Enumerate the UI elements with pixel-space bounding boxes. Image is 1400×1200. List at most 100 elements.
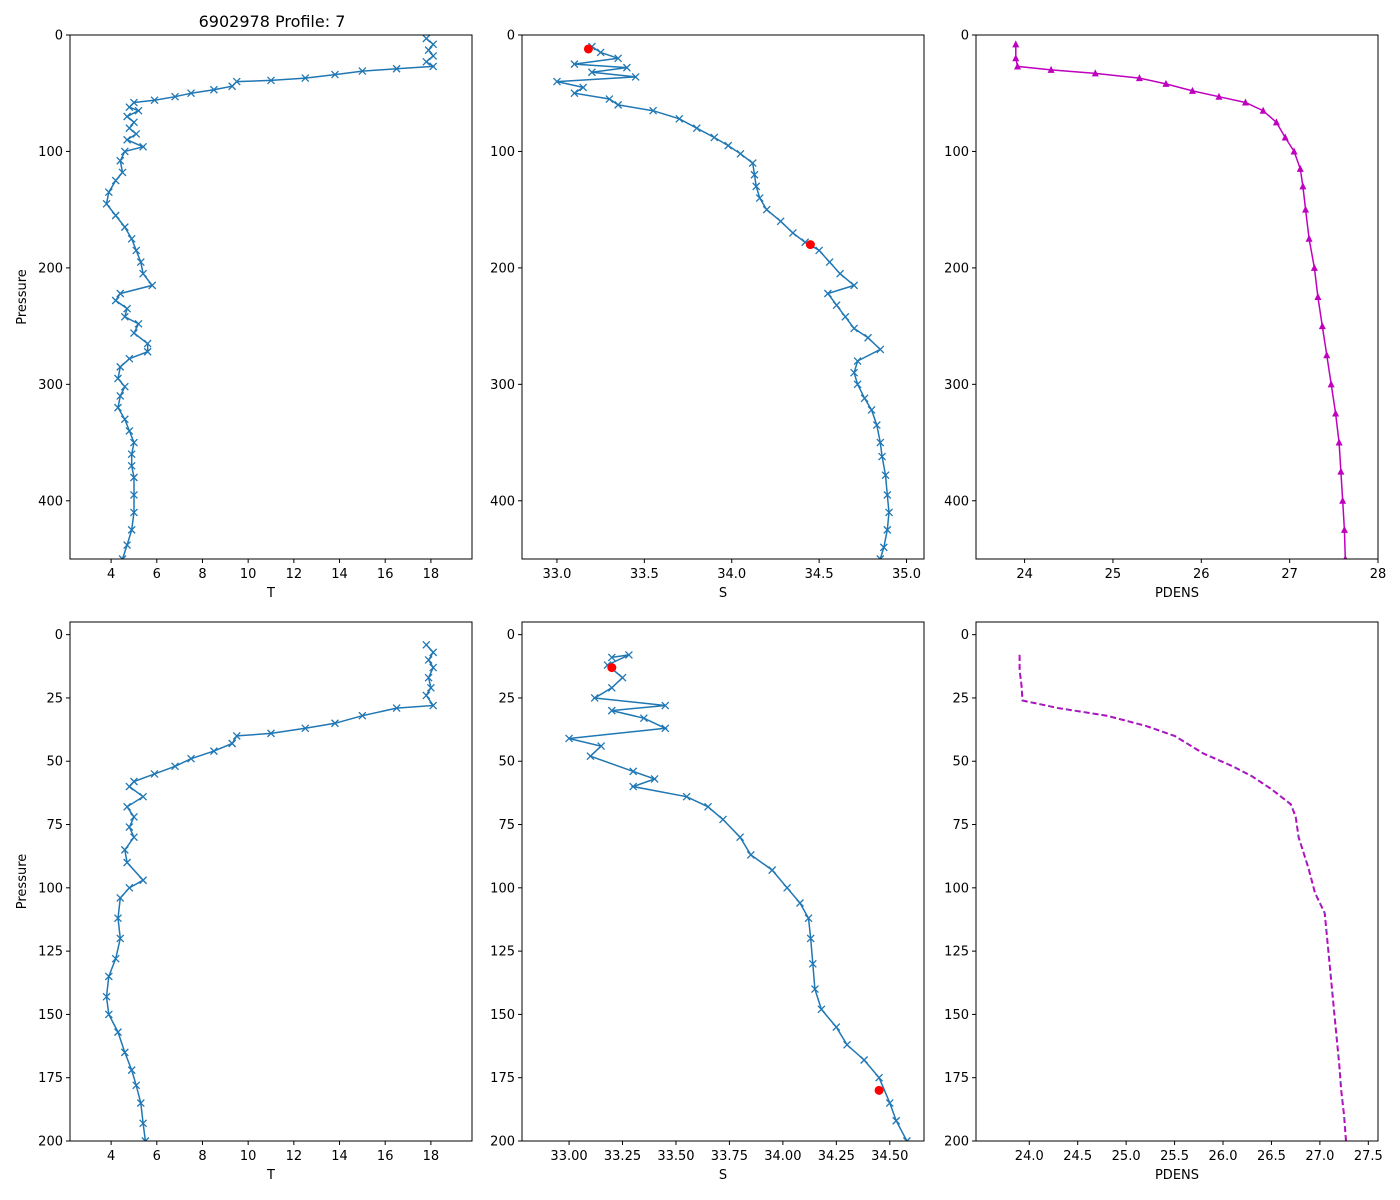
data-point-10 xyxy=(565,734,574,743)
x-tick-label: 25 xyxy=(1105,567,1122,582)
data-point-6 xyxy=(1162,79,1170,87)
data-point-7 xyxy=(358,67,367,76)
x-tick-label: 34.25 xyxy=(818,1149,855,1164)
data-point-14 xyxy=(692,124,701,133)
y-tick-label: 200 xyxy=(38,261,63,276)
data-point-8 xyxy=(639,714,648,723)
x-tick-label: 16 xyxy=(377,567,394,582)
data-point-14 xyxy=(187,89,196,98)
data-point-24 xyxy=(788,228,797,237)
y-axis-label: Pressure xyxy=(15,269,30,325)
subplot-D-top: 24 25 26 27 28 0 100 200 300 400 PDENS xyxy=(944,29,1386,602)
qc-marker-0 xyxy=(607,663,617,673)
series-group xyxy=(1012,40,1348,559)
data-point-41 xyxy=(123,304,132,313)
data-point-0 xyxy=(422,640,431,649)
x-tick-label: 14 xyxy=(331,567,348,582)
data-point-18 xyxy=(719,815,727,824)
data-point-14 xyxy=(650,775,659,783)
x-tick-label: 34.5 xyxy=(805,567,834,582)
y-tick-label: 400 xyxy=(490,494,515,509)
data-point-21 xyxy=(139,792,148,801)
data-point-16 xyxy=(724,141,733,150)
y-tick-label: 50 xyxy=(952,755,969,770)
data-point-3 xyxy=(429,663,438,672)
data-point-21 xyxy=(768,866,777,875)
y-tick-label: 75 xyxy=(46,818,63,833)
data-point-28 xyxy=(118,168,127,177)
data-point-22 xyxy=(125,124,134,133)
data-point-19 xyxy=(134,106,143,115)
data-point-5 xyxy=(590,693,599,702)
x-tick-label: 12 xyxy=(286,567,303,582)
data-point-2 xyxy=(614,54,623,63)
data-point-36 xyxy=(104,1010,113,1019)
data-point-7 xyxy=(429,701,438,710)
data-point-8 xyxy=(330,70,339,79)
data-point-44 xyxy=(881,471,890,480)
data-point-7 xyxy=(607,706,616,715)
y-tick-label: 150 xyxy=(490,1008,515,1023)
y-tick-label: 0 xyxy=(961,29,969,44)
y-tick-label: 300 xyxy=(490,378,515,393)
y-tick-label: 75 xyxy=(952,818,969,833)
x-axis-label: T xyxy=(266,586,275,601)
series-line-T xyxy=(105,37,436,559)
axes-frame xyxy=(521,621,925,1142)
data-point-8 xyxy=(579,83,588,92)
data-point-30 xyxy=(116,893,125,902)
data-point-13 xyxy=(675,114,684,123)
data-point-32 xyxy=(116,934,125,943)
x-axis-label: S xyxy=(719,1168,727,1183)
data-point-33 xyxy=(885,1099,894,1107)
data-point-4 xyxy=(1091,69,1099,77)
x-axis-label: PDENS xyxy=(1155,586,1199,601)
data-point-31 xyxy=(114,914,122,923)
data-point-40 xyxy=(867,405,876,414)
data-point-16 xyxy=(150,96,159,105)
x-tick-label: 6 xyxy=(153,567,161,582)
data-point-30 xyxy=(823,289,832,298)
data-point-62 xyxy=(123,541,132,549)
subplot-S-top: 33.0 33.5 34.0 34.5 35.0 0 100 200 300 400 S xyxy=(490,29,925,601)
data-point-61 xyxy=(127,525,136,534)
x-tick-label: 35.0 xyxy=(892,567,921,582)
data-point-36 xyxy=(853,357,862,366)
data-point-20 xyxy=(1318,322,1326,330)
y-tick-label: 125 xyxy=(944,945,969,960)
data-point-12 xyxy=(586,752,595,761)
data-point-26 xyxy=(120,147,129,156)
data-point-26 xyxy=(808,959,817,968)
data-point-29 xyxy=(850,281,859,290)
x-tick-label: 34.0 xyxy=(717,567,746,582)
data-point-42 xyxy=(139,1119,148,1128)
y-tick-label: 400 xyxy=(944,494,969,509)
data-point-26 xyxy=(120,845,129,854)
x-axis-label: PDENS xyxy=(1155,1168,1199,1183)
subplot-T-bottom: 4 6 8 10 12 14 16 18 0 25 50 75 100 125 150 175 200 T Pres… xyxy=(15,621,473,1183)
data-point-52 xyxy=(114,403,122,412)
data-point-2 xyxy=(424,46,433,55)
data-point-44 xyxy=(129,329,138,338)
y-tick-label: 25 xyxy=(498,691,515,706)
y-tick-label: 0 xyxy=(55,628,63,643)
x-tick-label: 10 xyxy=(240,567,257,582)
data-point-35 xyxy=(132,246,141,255)
data-point-27 xyxy=(116,156,125,165)
data-point-10 xyxy=(330,719,339,728)
data-point-3 xyxy=(570,60,579,69)
data-point-16 xyxy=(187,754,196,763)
x-tick-label: 26 xyxy=(1193,567,1210,582)
data-point-43 xyxy=(134,319,143,328)
y-tick-label: 125 xyxy=(490,945,515,960)
data-point-58 xyxy=(129,473,138,482)
data-point-27 xyxy=(810,985,819,994)
data-point-31 xyxy=(860,1056,869,1064)
data-point-54 xyxy=(125,426,134,435)
data-point-1 xyxy=(429,40,438,49)
data-point-15 xyxy=(171,92,180,101)
x-tick-label: 10 xyxy=(240,1149,257,1164)
data-point-22 xyxy=(762,205,771,214)
data-point-42 xyxy=(876,438,885,447)
data-point-4 xyxy=(607,683,616,692)
